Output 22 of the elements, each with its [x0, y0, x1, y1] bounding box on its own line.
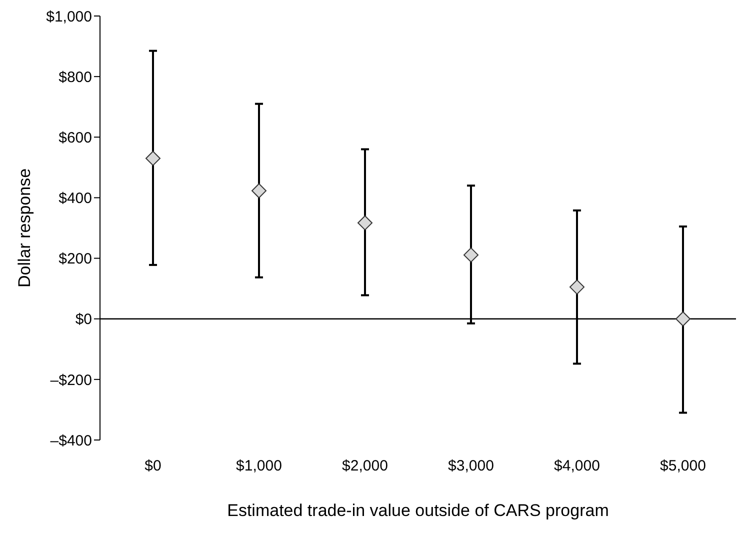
y-tick-label: $0	[75, 311, 92, 328]
point	[146, 150, 160, 166]
y-tick-label: $400	[58, 190, 92, 208]
y-tick-label: $800	[58, 68, 92, 86]
y-axis-title: Dollar response	[15, 168, 34, 288]
x-tick-label: $0	[144, 458, 162, 475]
point	[252, 183, 266, 198]
x-tick-label: $3,000	[448, 458, 494, 475]
x-axis-title: Estimated trade-in value outside of CARS program	[227, 501, 609, 520]
x-tick-label: $5,000	[660, 458, 706, 475]
x-tick-label: $1,000	[236, 458, 282, 475]
x-tick-label: $4,000	[554, 458, 600, 475]
point	[570, 280, 584, 295]
y-tick-label: $200	[58, 250, 92, 268]
x-tick-label: $2,000	[342, 458, 388, 475]
point	[464, 247, 478, 262]
point	[358, 215, 372, 230]
y-tick-label: –$200	[50, 372, 92, 389]
point	[676, 311, 690, 326]
y-tick-label: –$400	[50, 432, 92, 450]
y-tick-label: $600	[58, 129, 92, 146]
y-tick-label: $1,000	[46, 8, 92, 26]
